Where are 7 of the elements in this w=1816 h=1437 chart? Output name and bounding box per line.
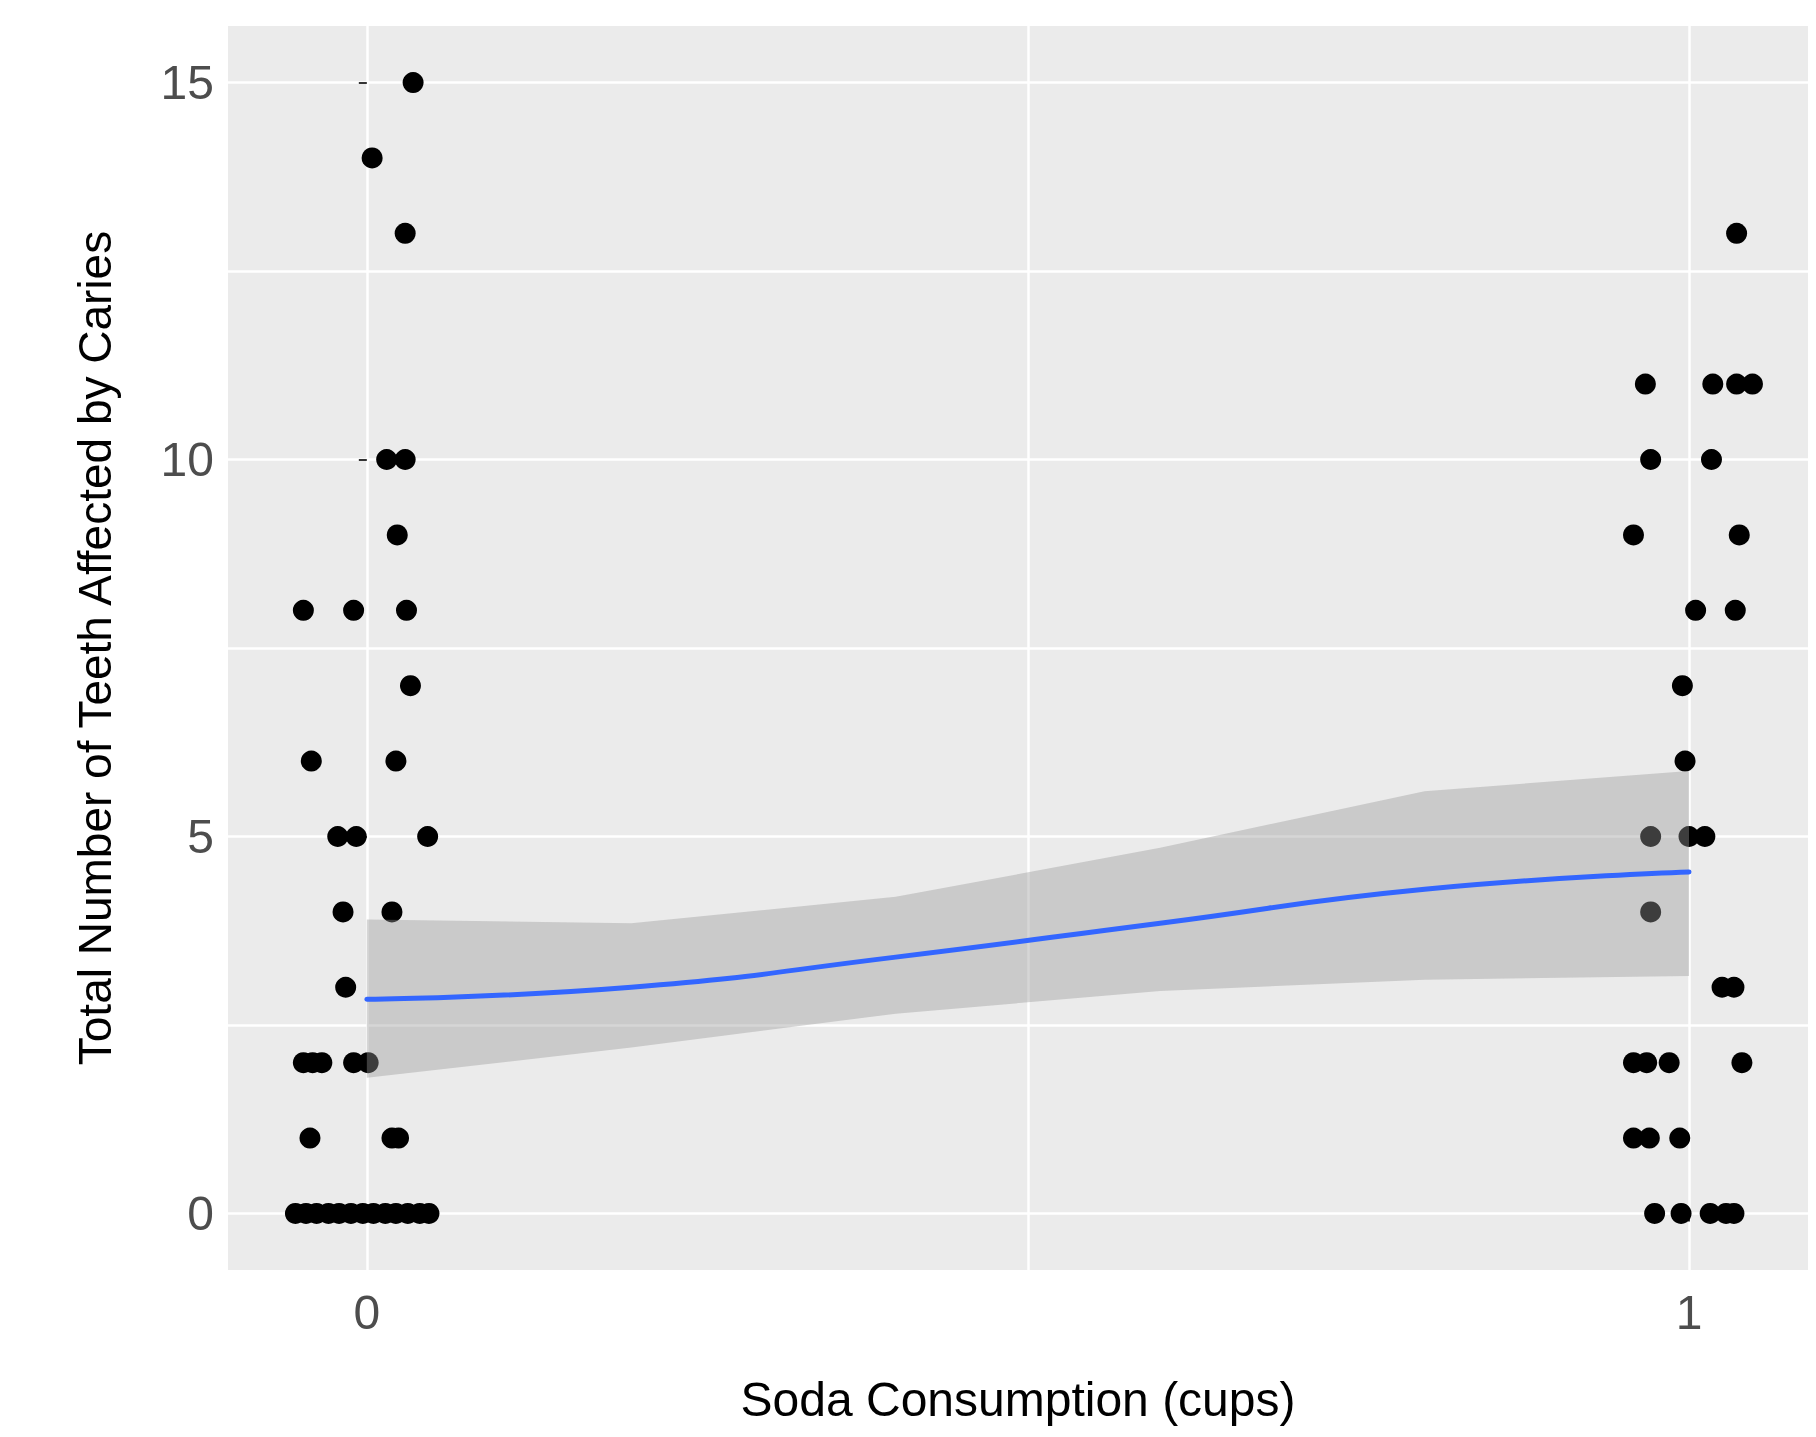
- y-tick-label: 15: [160, 56, 214, 110]
- x-axis-title: Soda Consumption (cups): [740, 1372, 1296, 1426]
- y-tick-label: 0: [187, 1186, 214, 1240]
- y-axis-title: Total Number of Teeth Affected by Caries: [69, 230, 121, 1066]
- x-tick-label: 1: [1675, 1285, 1703, 1339]
- y-tick-label: 10: [160, 433, 214, 487]
- y-tick-label: 5: [187, 809, 214, 863]
